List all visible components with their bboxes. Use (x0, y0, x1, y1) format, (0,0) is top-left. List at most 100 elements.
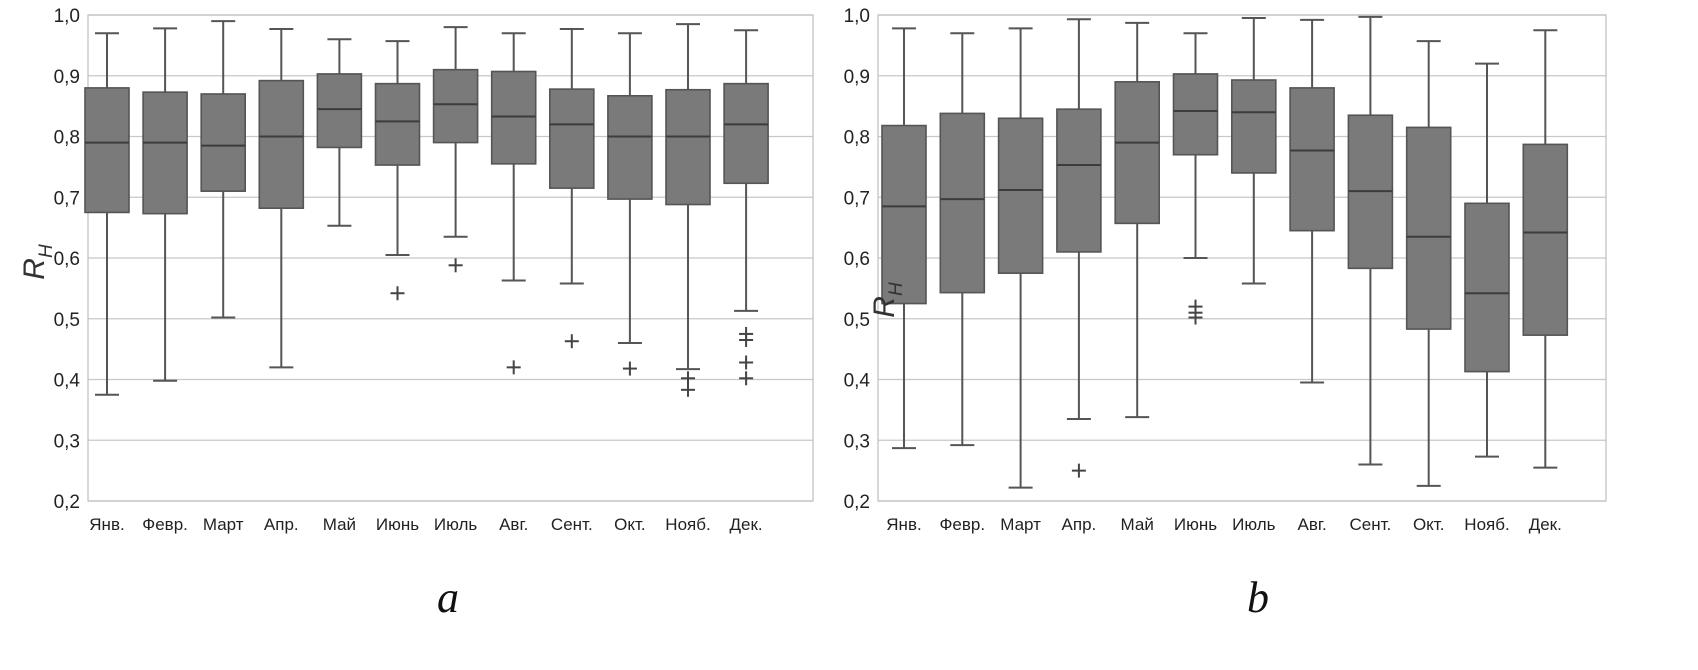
box-iqr (1231, 79, 1277, 174)
outlier-marker (390, 286, 405, 301)
panel-label: a (437, 573, 459, 622)
y-axis-label: RH (868, 282, 907, 318)
box-iqr (607, 94, 653, 200)
x-tick-label: Апр. (264, 515, 299, 534)
x-tick-label: Май (1121, 515, 1154, 534)
outlier-marker (739, 333, 754, 348)
box-4 (1056, 18, 1102, 478)
box-12 (1522, 29, 1569, 469)
outlier-marker (622, 361, 637, 376)
box-7 (432, 26, 479, 273)
box-5 (316, 38, 363, 227)
box-1 (881, 27, 927, 450)
x-tick-label: Май (323, 515, 356, 534)
box-9 (548, 27, 595, 349)
box-iqr (548, 88, 595, 189)
y-axis-label-main: R (18, 258, 51, 280)
box-iqr (374, 82, 421, 166)
panel-label: b (1247, 573, 1269, 622)
box-1 (84, 32, 130, 396)
box-iqr (1056, 108, 1102, 253)
x-tick-label: Апр. (1062, 515, 1097, 534)
y-tick-label: 0,3 (844, 431, 870, 452)
box-iqr (881, 124, 927, 305)
x-tick-label: Сент. (551, 515, 593, 534)
outlier-marker (564, 334, 579, 349)
y-tick-label: 0,7 (54, 188, 80, 209)
box-10 (1405, 40, 1452, 487)
outlier-marker (739, 355, 754, 370)
x-tick-label: Март (1000, 515, 1041, 534)
y-tick-label: 0,4 (54, 371, 81, 392)
x-tick-label: Нояб. (1464, 515, 1509, 534)
y-tick-label: 0,8 (54, 128, 80, 149)
box-11 (665, 23, 711, 397)
box-iqr (316, 73, 363, 149)
x-tick-label: Авг. (499, 515, 528, 534)
y-tick-label: 0,2 (844, 492, 870, 513)
outlier-marker (1071, 463, 1086, 478)
box-8 (1289, 18, 1335, 384)
box-7 (1231, 17, 1277, 285)
outlier-marker (448, 258, 463, 273)
box-iqr (1464, 202, 1510, 373)
x-tick-label: Дек. (730, 515, 763, 534)
y-tick-label: 0,2 (54, 492, 80, 513)
y-axis-label-subscript: H (886, 282, 907, 296)
plot-frame (877, 14, 1607, 502)
outlier-marker (506, 360, 521, 375)
box-iqr (1405, 126, 1452, 330)
y-tick-label: 0,4 (844, 371, 871, 392)
x-tick-label: Окт. (614, 515, 645, 534)
y-tick-label: 0,8 (844, 128, 870, 149)
y-tick-label: 0,9 (54, 67, 80, 88)
y-axis-label: RH (18, 244, 57, 280)
box-iqr (142, 91, 188, 215)
box-10 (607, 32, 653, 376)
box-iqr (939, 112, 986, 294)
box-iqr (200, 93, 246, 192)
box-2 (142, 27, 188, 382)
x-tick-label: Янв. (886, 515, 921, 534)
box-iqr (84, 87, 130, 214)
plot-frame (87, 14, 814, 502)
chart-panel-a: 0,2 0,3 0,4 0,5 0,6 0,7 0,8 0,9 1,0 Янв. Февр. Март… (18, 6, 814, 622)
box-iqr (997, 117, 1044, 274)
x-tick-label: Нояб. (665, 515, 710, 534)
box-12 (723, 29, 769, 386)
y-tick-label: 0,5 (54, 310, 80, 331)
chart-panel-b: 0,2 0,3 0,4 0,5 0,6 0,7 0,8 0,9 1,0 Янв. Февр. Март… (844, 6, 1607, 622)
box-iqr (1289, 87, 1335, 232)
box-iqr (432, 68, 479, 144)
y-tick-label: 0,6 (844, 249, 870, 270)
x-tick-label: Июль (434, 515, 478, 534)
box-2 (939, 32, 986, 447)
x-tick-label: Февр. (142, 515, 188, 534)
y-axis-label-main: R (868, 296, 901, 318)
x-tick-label: Март (203, 515, 244, 534)
box-iqr (258, 79, 305, 209)
y-tick-label: 0,6 (54, 249, 80, 270)
y-tick-label: 0,5 (844, 310, 870, 331)
box-iqr (490, 70, 537, 165)
x-tick-label: Июнь (1174, 515, 1217, 534)
box-iqr (723, 82, 769, 185)
box-5 (1114, 21, 1160, 419)
box-9 (1347, 15, 1394, 466)
outlier-marker (739, 371, 754, 386)
x-tick-label: Июль (1232, 515, 1276, 534)
box-3 (997, 27, 1044, 489)
outlier-marker (681, 382, 695, 397)
x-tick-label: Февр. (940, 515, 986, 534)
x-tick-label: Дек. (1529, 515, 1562, 534)
box-6 (374, 40, 421, 301)
y-tick-label: 0,9 (844, 67, 870, 88)
box-iqr (1114, 81, 1160, 225)
box-iqr (1522, 143, 1569, 336)
x-tick-label: Авг. (1297, 515, 1326, 534)
y-axis-label-subscript: H (36, 244, 57, 258)
box-iqr (665, 88, 711, 206)
y-tick-label: 0,7 (844, 188, 870, 209)
box-4 (258, 27, 305, 369)
